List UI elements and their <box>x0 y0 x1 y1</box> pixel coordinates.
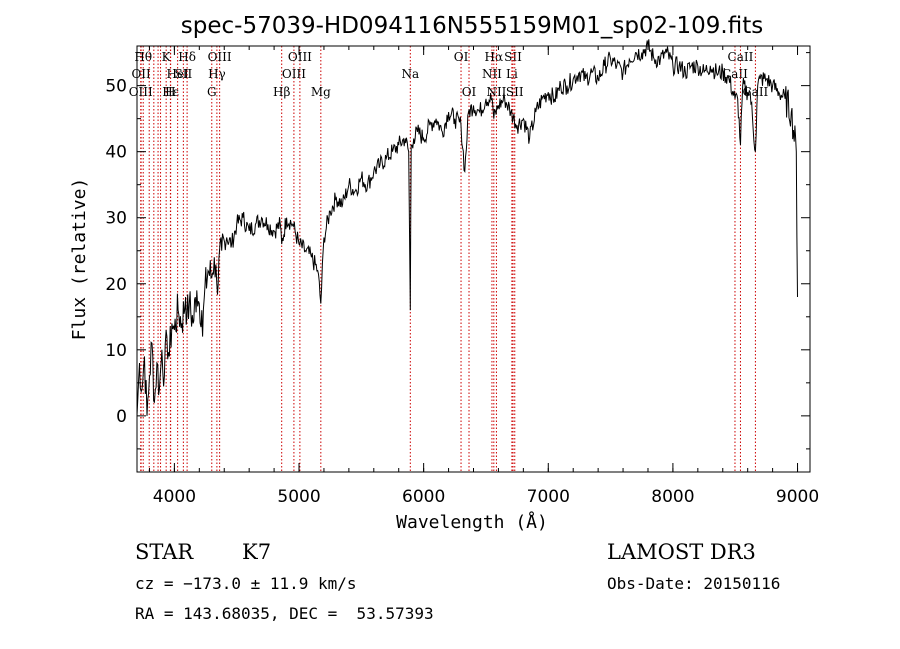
coordinates: RA = 143.68035, DEC = 53.57393 <box>135 604 434 623</box>
marker-label: G <box>207 85 217 99</box>
y-tick-label: 10 <box>105 341 127 361</box>
y-axis-ticks: 0 10 20 30 40 50 <box>105 52 810 450</box>
x-tick-label: 5000 <box>277 487 320 507</box>
x-axis-label: Wavelength (Å) <box>396 511 548 533</box>
marker-label: Hε <box>162 85 179 99</box>
y-tick-label: 30 <box>105 209 127 229</box>
x-tick-label: 6000 <box>402 487 445 507</box>
marker-label: Hδ <box>178 50 196 64</box>
y-axis-label: Flux (relative) <box>69 178 90 341</box>
chart-title: spec-57039-HD094116N555159M01_sp02-109.f… <box>181 13 763 39</box>
flux-line <box>136 39 798 416</box>
marker-label: OI <box>462 85 477 99</box>
emission-line-markers: HθOIIOIIIKHHεHeISIIHδGHγOIIIHβOIIIOIIIMg… <box>129 46 769 472</box>
marker-label: CaII <box>742 85 768 99</box>
redshift-velocity: cz = −173.0 ± 11.9 km/s <box>135 574 357 593</box>
marker-label: K <box>162 50 172 64</box>
marker-label: OIII <box>129 85 153 99</box>
marker-label: NII <box>482 67 502 81</box>
object-subclass: K7 <box>242 540 272 564</box>
x-tick-label: 4000 <box>153 487 196 507</box>
marker-label: Hα <box>485 50 504 64</box>
marker-label: NII <box>486 85 506 99</box>
marker-label: OIII <box>208 50 232 64</box>
marker-label: Hγ <box>208 67 226 81</box>
marker-label: Mg <box>311 85 331 99</box>
x-axis-ticks: 4000 5000 6000 7000 8000 9000 <box>148 46 819 507</box>
flux-series <box>136 39 798 416</box>
y-tick-label: 40 <box>105 143 127 163</box>
y-tick-label: 0 <box>116 407 127 427</box>
marker-label: OIII <box>288 50 312 64</box>
x-tick-label: 9000 <box>776 487 819 507</box>
marker-label: SII <box>504 50 522 64</box>
marker-label: Li <box>506 67 518 81</box>
x-tick-label: 8000 <box>651 487 694 507</box>
marker-label: CaII <box>728 50 754 64</box>
marker-label: Hβ <box>273 85 290 99</box>
x-tick-label: 7000 <box>527 487 570 507</box>
marker-label: SII <box>506 85 524 99</box>
object-class: STAR <box>135 540 194 564</box>
observation-date: Obs-Date: 20150116 <box>607 574 781 593</box>
marker-label: OIII <box>282 67 306 81</box>
marker-label: Na <box>401 67 419 81</box>
marker-label: OI <box>454 50 469 64</box>
marker-label: SII <box>175 67 193 81</box>
marker-label: Hθ <box>134 50 152 64</box>
survey-name: LAMOST DR3 <box>607 540 756 564</box>
y-tick-label: 50 <box>105 77 127 97</box>
y-tick-label: 20 <box>105 275 127 295</box>
